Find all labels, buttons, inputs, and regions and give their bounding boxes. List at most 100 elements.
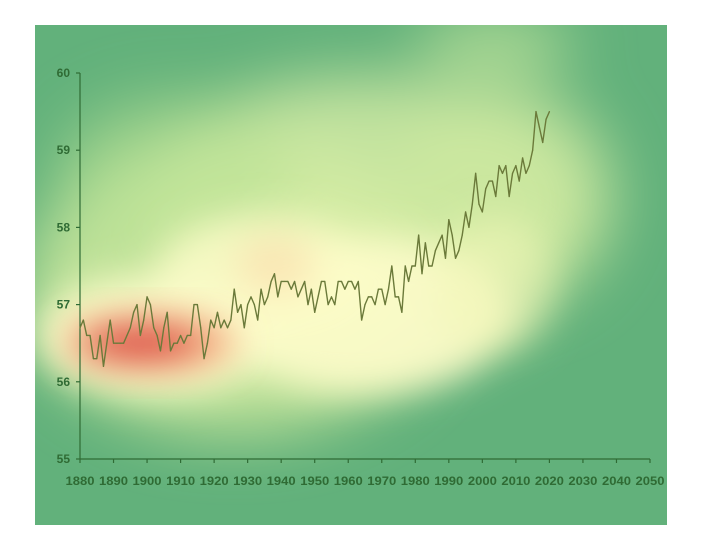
data-point bbox=[149, 304, 152, 306]
data-point bbox=[387, 288, 390, 290]
data-point bbox=[491, 180, 494, 182]
data-point bbox=[324, 280, 326, 283]
data-point bbox=[340, 280, 343, 283]
data-point bbox=[501, 172, 504, 174]
data-point bbox=[364, 304, 366, 306]
data-point bbox=[102, 365, 105, 367]
data-point bbox=[126, 334, 128, 337]
data-point bbox=[464, 211, 467, 213]
x-tick-label: 1890 bbox=[99, 474, 128, 488]
temperature-line-chart: 55 56 57 58 59 60 1880 1890 1900 1910 1920 1930 194… bbox=[35, 25, 667, 525]
data-point bbox=[357, 280, 359, 283]
y-tick-label: 56 bbox=[57, 375, 71, 389]
data-point bbox=[216, 311, 219, 313]
data-point bbox=[283, 280, 286, 283]
data-point bbox=[538, 126, 540, 128]
data-point bbox=[367, 296, 369, 298]
data-point bbox=[96, 358, 98, 360]
data-point bbox=[431, 265, 433, 267]
data-point bbox=[243, 327, 245, 329]
x-tick-label: 1920 bbox=[200, 474, 229, 488]
data-point bbox=[310, 288, 312, 290]
data-point bbox=[280, 280, 282, 283]
data-point bbox=[273, 273, 276, 275]
data-point bbox=[200, 327, 202, 329]
x-tick-label: 1910 bbox=[166, 474, 195, 488]
data-point bbox=[485, 188, 487, 190]
data-point bbox=[454, 257, 457, 259]
y-axis-ticks: 55 56 57 58 59 60 bbox=[57, 66, 80, 466]
y-tick-label: 58 bbox=[57, 220, 71, 234]
x-tick-label: 1960 bbox=[334, 474, 363, 488]
data-point bbox=[371, 296, 373, 298]
y-tick-label: 57 bbox=[57, 298, 71, 312]
x-tick-label: 1970 bbox=[367, 474, 396, 488]
data-point bbox=[247, 304, 249, 306]
data-point bbox=[186, 334, 188, 337]
data-point bbox=[129, 327, 131, 329]
data-point bbox=[112, 342, 115, 344]
data-point bbox=[99, 334, 101, 337]
x-tick-label: 1990 bbox=[434, 474, 463, 488]
data-point bbox=[508, 195, 510, 198]
data-point bbox=[267, 296, 269, 298]
data-point bbox=[206, 342, 209, 344]
data-point bbox=[515, 165, 517, 167]
data-point bbox=[106, 342, 108, 344]
data-point bbox=[253, 304, 255, 306]
x-tick-label: 1980 bbox=[401, 474, 430, 488]
data-point bbox=[143, 319, 145, 321]
x-tick-label: 2050 bbox=[636, 474, 665, 488]
data-point bbox=[414, 265, 416, 267]
data-point bbox=[176, 342, 178, 344]
data-point bbox=[350, 280, 353, 283]
data-point bbox=[250, 296, 252, 298]
data-point bbox=[240, 304, 242, 306]
data-point bbox=[79, 327, 81, 329]
data-point bbox=[109, 319, 111, 321]
data-point bbox=[441, 234, 443, 236]
data-point bbox=[133, 311, 135, 313]
data-point bbox=[327, 304, 329, 306]
data-point bbox=[377, 288, 380, 290]
data-point bbox=[203, 358, 205, 360]
data-point bbox=[287, 280, 289, 283]
data-point bbox=[173, 342, 175, 344]
data-point bbox=[193, 304, 195, 306]
x-tick-label: 1930 bbox=[233, 474, 262, 488]
data-point bbox=[344, 288, 346, 290]
data-point bbox=[89, 334, 91, 337]
data-point bbox=[293, 280, 296, 283]
data-point bbox=[320, 280, 323, 283]
data-point bbox=[92, 358, 95, 360]
y-tick-label: 60 bbox=[57, 66, 71, 80]
data-point bbox=[458, 249, 460, 252]
data-point bbox=[528, 165, 530, 167]
data-point bbox=[317, 296, 319, 298]
data-point bbox=[511, 172, 514, 174]
data-point bbox=[478, 203, 480, 205]
data-point bbox=[424, 242, 426, 244]
data-point bbox=[535, 111, 537, 113]
data-point bbox=[548, 111, 551, 113]
data-point bbox=[498, 165, 500, 167]
data-point bbox=[411, 265, 413, 267]
data-point bbox=[196, 304, 198, 306]
x-tick-label: 1880 bbox=[66, 474, 95, 488]
data-point bbox=[122, 342, 125, 344]
data-point bbox=[169, 350, 172, 352]
data-point bbox=[468, 226, 470, 228]
data-point bbox=[542, 141, 544, 144]
y-tick-label: 55 bbox=[57, 452, 71, 466]
data-point bbox=[300, 288, 302, 290]
data-point bbox=[397, 296, 400, 298]
data-point bbox=[263, 304, 266, 306]
series-group bbox=[79, 110, 551, 368]
data-point bbox=[337, 280, 339, 283]
data-point bbox=[475, 172, 477, 174]
data-point bbox=[361, 319, 363, 321]
data-point bbox=[391, 265, 393, 267]
data-point bbox=[481, 211, 483, 213]
data-point bbox=[330, 296, 333, 298]
x-tick-label: 2030 bbox=[568, 474, 597, 488]
